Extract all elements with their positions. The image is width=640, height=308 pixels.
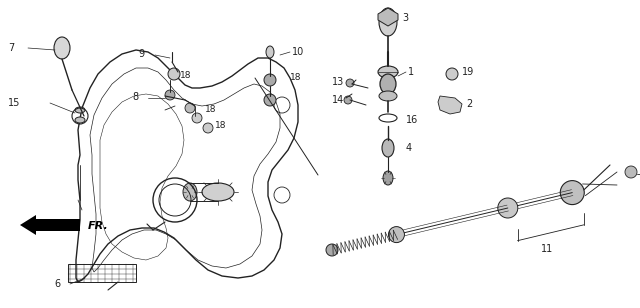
Circle shape bbox=[346, 79, 354, 87]
Text: 18: 18 bbox=[205, 106, 216, 115]
Circle shape bbox=[165, 90, 175, 100]
Polygon shape bbox=[378, 8, 398, 26]
Text: 14: 14 bbox=[332, 95, 344, 105]
Text: 18: 18 bbox=[180, 71, 191, 79]
Circle shape bbox=[168, 68, 180, 80]
Text: 1: 1 bbox=[408, 67, 414, 77]
Circle shape bbox=[625, 166, 637, 178]
FancyArrow shape bbox=[20, 215, 80, 235]
Circle shape bbox=[192, 113, 202, 123]
Ellipse shape bbox=[379, 91, 397, 101]
Ellipse shape bbox=[380, 74, 396, 94]
Text: 4: 4 bbox=[406, 143, 412, 153]
Bar bbox=[68, 264, 136, 282]
Circle shape bbox=[446, 68, 458, 80]
Text: FR.: FR. bbox=[88, 221, 109, 231]
Text: 2: 2 bbox=[466, 99, 472, 109]
Text: 11: 11 bbox=[541, 244, 553, 254]
Ellipse shape bbox=[183, 183, 197, 201]
Ellipse shape bbox=[54, 37, 70, 59]
Polygon shape bbox=[438, 96, 462, 114]
Text: 15: 15 bbox=[8, 98, 20, 108]
Text: 6: 6 bbox=[54, 279, 60, 289]
Text: 7: 7 bbox=[8, 43, 14, 53]
Circle shape bbox=[264, 94, 276, 106]
Ellipse shape bbox=[75, 117, 85, 123]
Text: 18: 18 bbox=[215, 121, 227, 131]
Circle shape bbox=[388, 227, 404, 243]
Circle shape bbox=[344, 96, 352, 104]
Circle shape bbox=[326, 244, 338, 256]
Ellipse shape bbox=[75, 107, 85, 113]
Text: 8: 8 bbox=[132, 92, 138, 102]
Ellipse shape bbox=[378, 66, 398, 78]
Circle shape bbox=[560, 180, 584, 205]
Ellipse shape bbox=[382, 139, 394, 157]
Text: 13: 13 bbox=[332, 77, 344, 87]
Text: 18: 18 bbox=[290, 74, 301, 83]
Ellipse shape bbox=[379, 8, 397, 36]
Ellipse shape bbox=[266, 46, 274, 58]
Text: 9: 9 bbox=[138, 49, 144, 59]
Circle shape bbox=[264, 74, 276, 86]
Text: 19: 19 bbox=[462, 67, 474, 77]
Ellipse shape bbox=[202, 183, 234, 201]
Ellipse shape bbox=[383, 171, 393, 185]
Circle shape bbox=[185, 103, 195, 113]
Text: 16: 16 bbox=[406, 115, 419, 125]
Circle shape bbox=[498, 198, 518, 218]
Text: 10: 10 bbox=[292, 47, 304, 57]
Circle shape bbox=[203, 123, 213, 133]
Text: 3: 3 bbox=[402, 13, 408, 23]
